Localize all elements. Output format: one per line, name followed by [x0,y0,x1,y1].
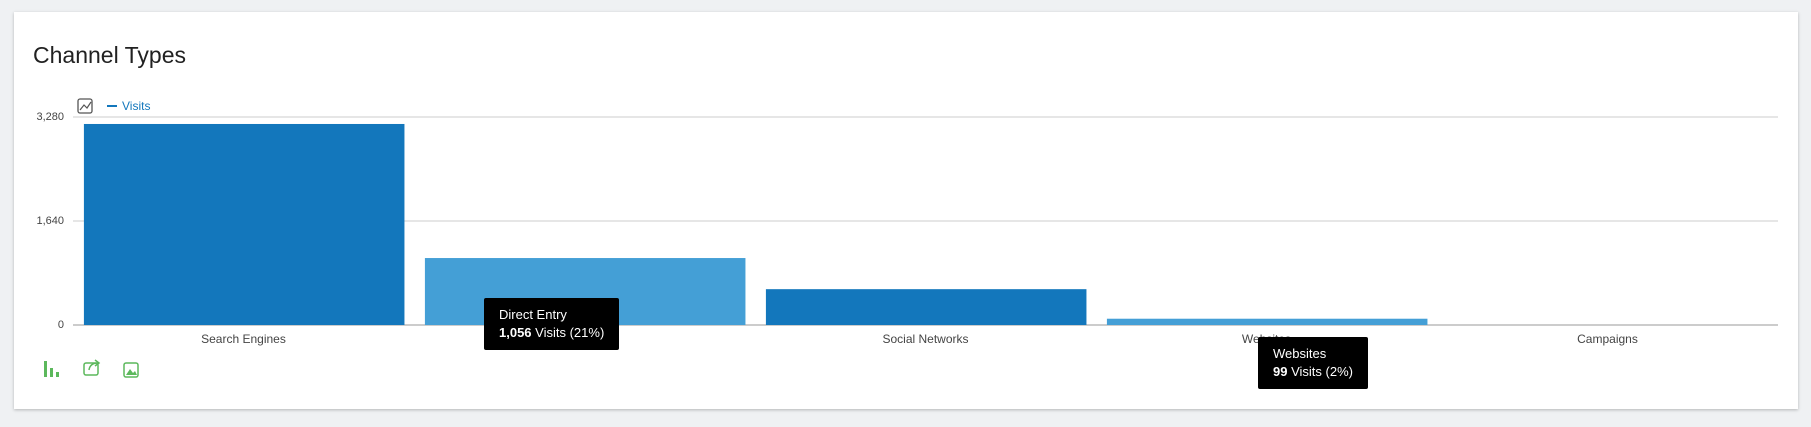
x-tick-label: Search Engines [201,332,286,346]
icon-image-mountain [126,369,137,375]
tooltip: Websites 99 Visits (2%) [1258,337,1368,389]
tooltip-title: Direct Entry [499,307,567,322]
bar [765,289,1087,325]
chart-title: Channel Types [33,42,186,68]
bar [1106,318,1428,325]
tooltip-value: 1,056 [499,325,532,340]
x-tick-label: Social Networks [882,332,968,346]
icon-image[interactable] [123,362,139,378]
tooltip-value: 99 [1273,364,1288,379]
y-tick-label: 3,280 [36,111,64,123]
x-tick-label: Campaigns [1577,332,1638,346]
y-tick-label: 0 [58,319,64,331]
icon-bars[interactable] [44,361,47,377]
y-tick-label: 1,640 [36,215,64,227]
tooltip-title: Websites [1273,346,1327,361]
icon-export-arrow [88,359,101,371]
tooltip-text: Visits (21%) [535,325,605,340]
icon-bars-3 [56,372,59,377]
footer-icons [44,359,139,378]
icon-export[interactable] [83,362,99,376]
icon-bars-2 [50,368,53,377]
bar [83,123,405,325]
chart-type-icon-line [79,101,92,111]
tooltip-text: Visits (2%) [1291,364,1353,379]
legend-label[interactable]: Visits [122,99,150,113]
tooltip: Direct Entry 1,056 Visits (21%) [484,298,620,350]
chart-type-icon[interactable] [77,98,93,114]
